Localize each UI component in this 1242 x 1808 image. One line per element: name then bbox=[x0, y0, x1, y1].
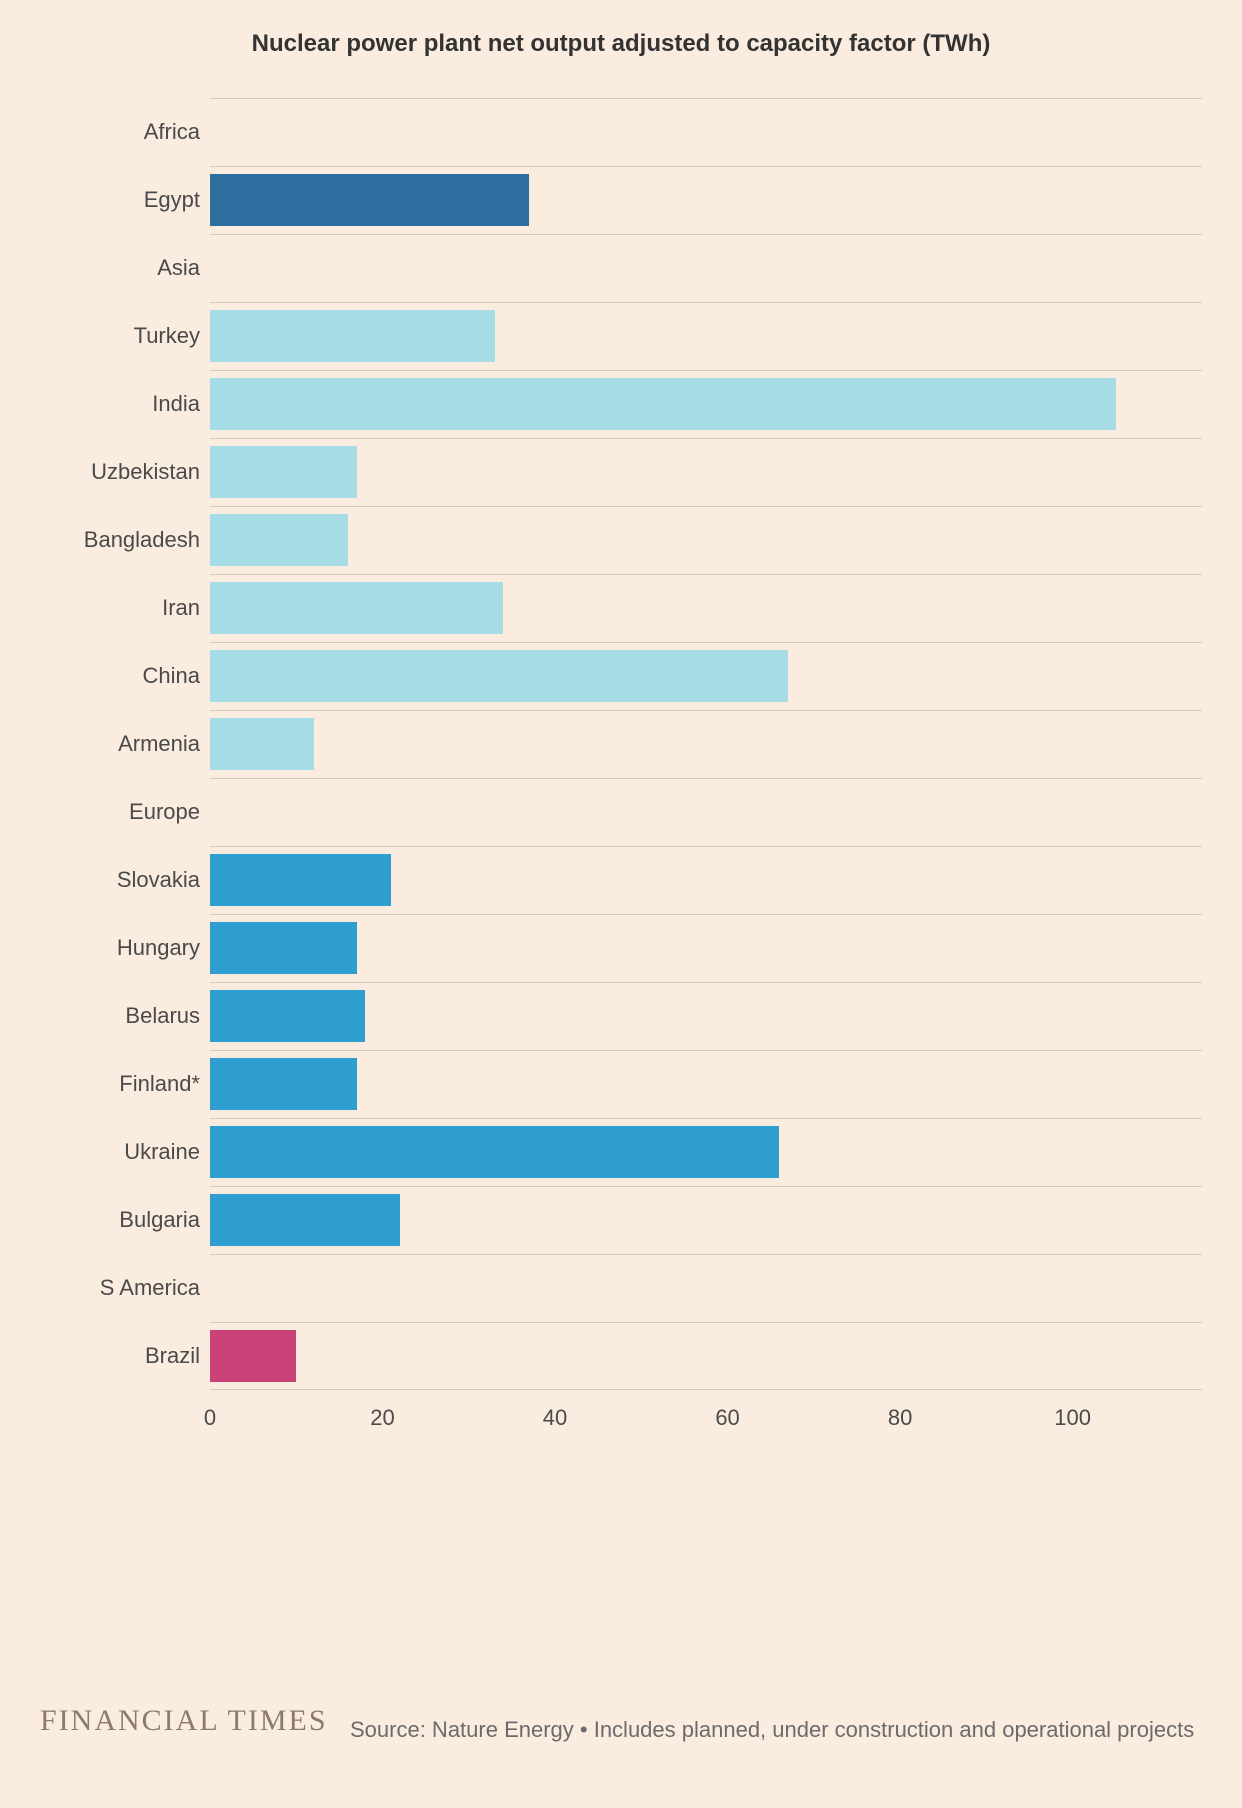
x-tick-label: 40 bbox=[543, 1405, 567, 1431]
data-row: Ukraine bbox=[40, 1118, 1202, 1186]
region-label: S America bbox=[40, 1275, 200, 1301]
bar-area bbox=[210, 1118, 1202, 1186]
region-label: Europe bbox=[40, 799, 200, 825]
bar-area bbox=[210, 98, 1202, 166]
country-label: Finland* bbox=[40, 1071, 200, 1097]
bar-area bbox=[210, 914, 1202, 982]
data-row: China bbox=[40, 642, 1202, 710]
bar bbox=[210, 514, 348, 566]
chart-container: Nuclear power plant net output adjusted … bbox=[40, 30, 1202, 1440]
country-label: Uzbekistan bbox=[40, 459, 200, 485]
bar-area bbox=[210, 1050, 1202, 1118]
data-row: Slovakia bbox=[40, 846, 1202, 914]
country-label: Armenia bbox=[40, 731, 200, 757]
bar-area bbox=[210, 778, 1202, 846]
country-label: Belarus bbox=[40, 1003, 200, 1029]
data-row: Bulgaria bbox=[40, 1186, 1202, 1254]
bar-area bbox=[210, 234, 1202, 302]
bar bbox=[210, 174, 529, 226]
bar-area bbox=[210, 846, 1202, 914]
bar bbox=[210, 1126, 779, 1178]
bar bbox=[210, 446, 357, 498]
country-label: Egypt bbox=[40, 187, 200, 213]
bar-area bbox=[210, 982, 1202, 1050]
country-label: China bbox=[40, 663, 200, 689]
region-label: Africa bbox=[40, 119, 200, 145]
data-row: Finland* bbox=[40, 1050, 1202, 1118]
region-header-row: S America bbox=[40, 1254, 1202, 1322]
bar bbox=[210, 718, 314, 770]
region-header-row: Asia bbox=[40, 234, 1202, 302]
x-tick-label: 20 bbox=[370, 1405, 394, 1431]
bar bbox=[210, 990, 365, 1042]
country-label: Iran bbox=[40, 595, 200, 621]
chart-plot: Africa Egypt Asia Turkey India Uzbekistan Bang… bbox=[40, 98, 1202, 1390]
bar bbox=[210, 1330, 296, 1382]
bar bbox=[210, 378, 1116, 430]
region-header-row: Africa bbox=[40, 98, 1202, 166]
bar-area bbox=[210, 302, 1202, 370]
country-label: Ukraine bbox=[40, 1139, 200, 1165]
bar bbox=[210, 854, 391, 906]
data-row: Armenia bbox=[40, 710, 1202, 778]
bar bbox=[210, 310, 495, 362]
bar bbox=[210, 650, 788, 702]
data-row: Bangladesh bbox=[40, 506, 1202, 574]
country-label: Brazil bbox=[40, 1343, 200, 1369]
x-axis: 020406080100 bbox=[210, 1390, 1202, 1440]
country-label: Bulgaria bbox=[40, 1207, 200, 1233]
bar-area bbox=[210, 506, 1202, 574]
data-row: Hungary bbox=[40, 914, 1202, 982]
x-tick-label: 60 bbox=[715, 1405, 739, 1431]
bar-area bbox=[210, 438, 1202, 506]
data-row: Brazil bbox=[40, 1322, 1202, 1390]
x-tick-label: 100 bbox=[1054, 1405, 1091, 1431]
region-header-row: Europe bbox=[40, 778, 1202, 846]
bar bbox=[210, 922, 357, 974]
bar-area bbox=[210, 166, 1202, 234]
data-row: Iran bbox=[40, 574, 1202, 642]
data-row: Turkey bbox=[40, 302, 1202, 370]
country-label: Turkey bbox=[40, 323, 200, 349]
region-label: Asia bbox=[40, 255, 200, 281]
bar-area bbox=[210, 370, 1202, 438]
data-row: Belarus bbox=[40, 982, 1202, 1050]
bar-area bbox=[210, 574, 1202, 642]
bar bbox=[210, 1058, 357, 1110]
country-label: Slovakia bbox=[40, 867, 200, 893]
brand-logo: FINANCIAL TIMES bbox=[40, 1704, 328, 1738]
chart-title: Nuclear power plant net output adjusted … bbox=[40, 30, 1202, 58]
country-label: Hungary bbox=[40, 935, 200, 961]
bar-area bbox=[210, 710, 1202, 778]
x-tick-label: 80 bbox=[888, 1405, 912, 1431]
bar bbox=[210, 1194, 400, 1246]
country-label: Bangladesh bbox=[40, 527, 200, 553]
data-row: Egypt bbox=[40, 166, 1202, 234]
bar-area bbox=[210, 1322, 1202, 1390]
country-label: India bbox=[40, 391, 200, 417]
bar-area bbox=[210, 1186, 1202, 1254]
data-row: India bbox=[40, 370, 1202, 438]
x-tick-label: 0 bbox=[204, 1405, 216, 1431]
bar bbox=[210, 582, 503, 634]
bar-area bbox=[210, 1254, 1202, 1322]
bar-area bbox=[210, 642, 1202, 710]
data-row: Uzbekistan bbox=[40, 438, 1202, 506]
source-text: Source: Nature Energy • Includes planned… bbox=[350, 1711, 1202, 1748]
